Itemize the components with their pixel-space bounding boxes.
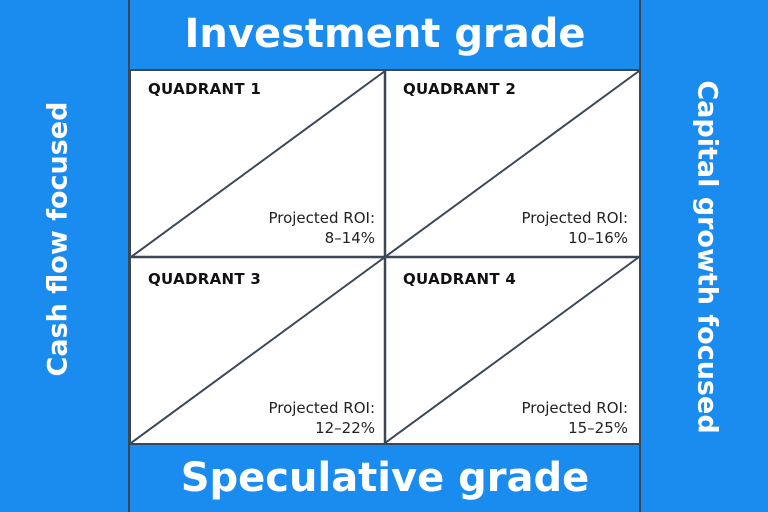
right-label: Capital growth focused xyxy=(691,80,723,434)
quadrant-2-diagonal xyxy=(384,71,639,258)
quadrant-2-roi-value: 10–16% xyxy=(568,229,628,247)
quadrant-4-roi-value: 15–25% xyxy=(568,419,628,437)
bottom-label: Speculative grade xyxy=(180,455,590,501)
quadrant-1-roi-label: Projected ROI: xyxy=(268,209,375,227)
quadrant-2-roi: Projected ROI: 10–16% xyxy=(488,208,628,248)
quadrant-4-roi: Projected ROI: 15–25% xyxy=(488,398,628,438)
quadrant-2-roi-label: Projected ROI: xyxy=(521,209,628,227)
quadrant-3-roi: Projected ROI: 12–22% xyxy=(235,398,375,438)
quadrant-1-roi: Projected ROI: 8–14% xyxy=(235,208,375,248)
quadrant-4-roi-label: Projected ROI: xyxy=(521,399,628,417)
quadrant-lines xyxy=(131,71,639,443)
quadrant-2-title: QUADRANT 2 xyxy=(403,80,517,98)
quadrant-3-roi-label: Projected ROI: xyxy=(268,399,375,417)
quadrant-grid: QUADRANT 1 QUADRANT 2 QUADRANT 3 QUADRAN… xyxy=(129,69,641,445)
quadrant-1-diagonal xyxy=(131,71,386,258)
top-label: Investment grade xyxy=(184,11,586,57)
quadrant-3-title: QUADRANT 3 xyxy=(148,270,262,288)
quadrant-3-roi-value: 12–22% xyxy=(315,419,375,437)
quadrant-4-title: QUADRANT 4 xyxy=(403,270,517,288)
quadrant-3-diagonal xyxy=(131,256,386,443)
quadrant-1-title: QUADRANT 1 xyxy=(148,80,262,98)
left-label: Cash flow focused xyxy=(42,101,74,377)
quadrant-1-roi-value: 8–14% xyxy=(324,229,375,247)
quadrant-4-diagonal xyxy=(384,256,639,443)
